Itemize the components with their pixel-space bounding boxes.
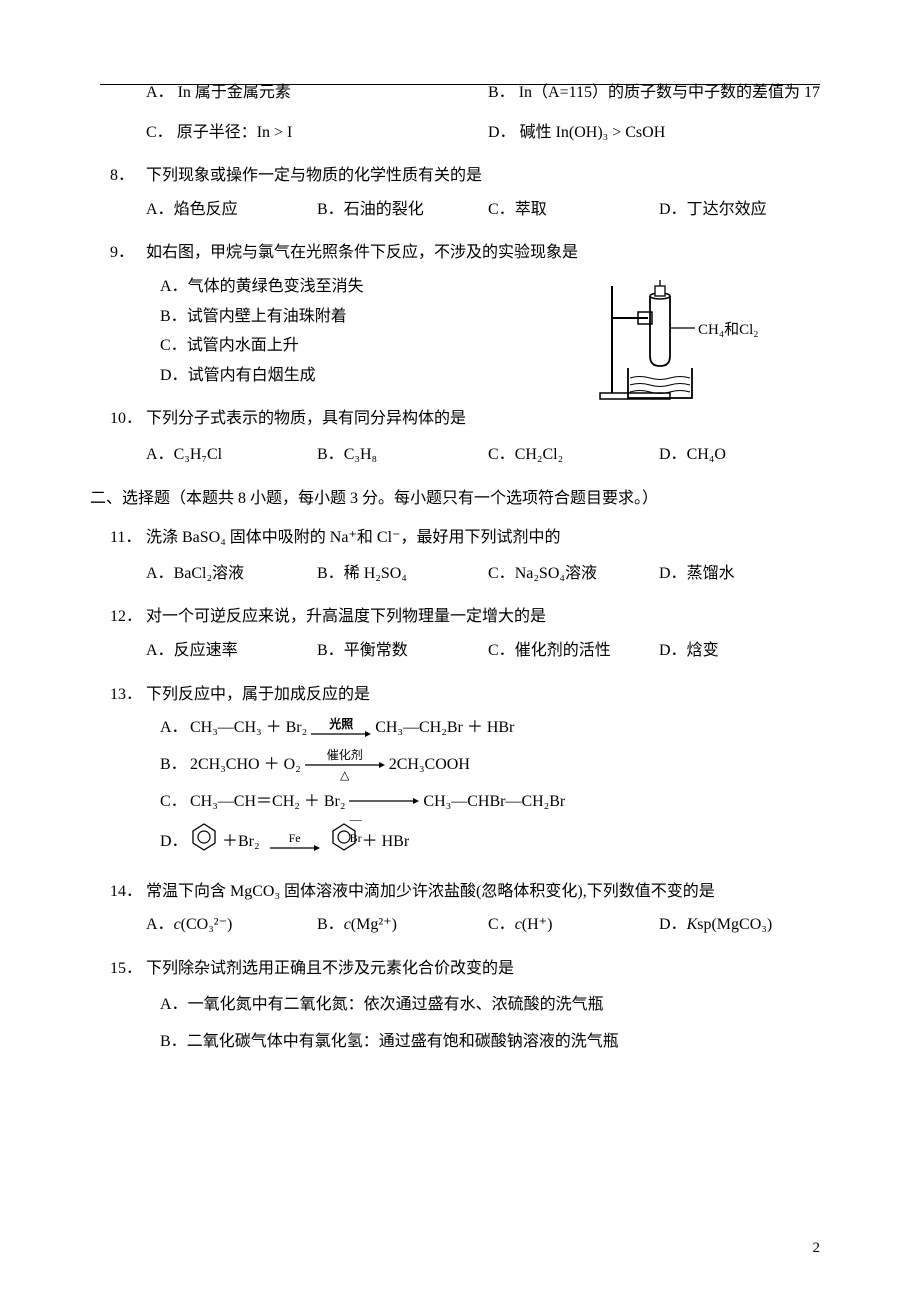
q12-opt-a: A．反应速率 (146, 638, 317, 664)
opt-label: B． (488, 84, 515, 101)
q14-opt-c: C．c(H⁺) (488, 912, 659, 938)
q11-opt-c: C．Na₂SO₄溶液 (488, 561, 659, 587)
opt-text: 碱性 In(OH)₃ > CsOH (520, 124, 666, 141)
q14-num: 14． (110, 879, 146, 905)
q8-num: 8． (110, 163, 146, 189)
page-number: 2 (813, 1236, 821, 1260)
q10-text: 下列分子式表示的物质，具有同分异构体的是 (146, 406, 830, 432)
q14-opt-d: D．Ksp(MgCO₃) (659, 912, 830, 938)
q8-opt-c: C．萃取 (488, 197, 659, 223)
opt-text: In 属于金属元素 (178, 84, 291, 101)
rhs: ＋ HBr (362, 829, 410, 855)
q11-num: 11． (110, 525, 146, 551)
opt-text: 原子半径：In > I (177, 124, 293, 141)
q13-opt-d: D． ＋Br₂ Fe —Br ＋ HBr (110, 822, 830, 861)
q11-opt-a: A．BaCl₂溶液 (146, 561, 317, 587)
q15-num: 15． (110, 956, 146, 982)
q13-num: 13． (110, 682, 146, 708)
q14: 14． 常温下向含 MgCO₃ 固体溶液中滴加少许浓盐酸(忽略体积变化),下列数… (110, 879, 830, 938)
q12-num: 12． (110, 604, 146, 630)
q8-opt-b: B．石油的裂化 (317, 197, 488, 223)
opt-label: D． (488, 124, 516, 141)
q14-opt-a: A．c(CO₃²⁻) (146, 912, 317, 938)
q13: 13． 下列反应中，属于加成反应的是 A． CH₃—CH₃ ＋ Br₂ 光照 C… (110, 682, 830, 861)
q15-opt-b: B．二氧化碳气体中有氯化氢：通过盛有饱和碳酸钠溶液的洗气瓶 (160, 1029, 830, 1055)
opt-text: In（A=115）的质子数与中子数的差值为 17 (519, 84, 820, 101)
q7-continued: A． In 属于金属元素 B． In（A=115）的质子数与中子数的差值为 17… (110, 80, 830, 145)
opt-label: C． (146, 124, 173, 141)
q11-opt-b: B．稀 H₂SO₄ (317, 561, 488, 587)
q13-opt-a: A． CH₃—CH₃ ＋ Br₂ 光照 CH₃—CH₂Br ＋ HBr (110, 715, 830, 741)
q14-opt-b: B．c(Mg²⁺) (317, 912, 488, 938)
q11: 11． 洗涤 BaSO₄ 固体中吸附的 Na⁺和 Cl⁻，最好用下列试剂中的 A… (110, 525, 830, 586)
q9-text: 如右图，甲烷与氯气在光照条件下反应，不涉及的实验现象是 (146, 240, 830, 266)
q12: 12． 对一个可逆反应来说，升高温度下列物理量一定增大的是 A．反应速率 B．平… (110, 604, 830, 663)
q12-text: 对一个可逆反应来说，升高温度下列物理量一定增大的是 (146, 604, 830, 630)
q10-opt-a: A．C₃H₇Cl (146, 442, 317, 468)
rhs: 2CH₃COOH (389, 752, 470, 778)
lhs: CH₃—CH＝CH₂ ＋ Br₂ (190, 789, 345, 815)
q12-opt-b: B．平衡常数 (317, 638, 488, 664)
reaction-arrow-icon: Fe (270, 832, 320, 852)
q10-num: 10． (110, 406, 146, 432)
q12-opt-d: D．焓变 (659, 638, 830, 664)
q10: 10． 下列分子式表示的物质，具有同分异构体的是 A．C₃H₇Cl B．C₃H₈… (110, 406, 830, 467)
q13-opt-b: B． 2CH₃CHO ＋ O₂ 催化剂 △ 2CH₃COOH (110, 749, 830, 781)
rhs: CH₃—CH₂Br ＋ HBr (375, 715, 514, 741)
apparatus-svg-icon (590, 278, 770, 408)
reaction-arrow-icon (349, 797, 419, 805)
q10-opt-d: D．CH₄O (659, 442, 830, 468)
q9-num: 9． (110, 240, 146, 266)
q10-opt-b: B．C₃H₈ (317, 442, 488, 468)
q15-text: 下列除杂试剂选用正确且不涉及元素化合价改变的是 (146, 956, 830, 982)
top-rule (100, 84, 820, 85)
q11-text: 洗涤 BaSO₄ 固体中吸附的 Na⁺和 Cl⁻，最好用下列试剂中的 (146, 525, 830, 551)
q8-opt-d: D．丁达尔效应 (659, 197, 830, 223)
benzene-br-icon: —Br (330, 822, 358, 861)
q15-opt-a: A．一氧化氮中有二氧化氮：依次通过盛有水、浓硫酸的洗气瓶 (160, 992, 830, 1018)
q14-text: 常温下向含 MgCO₃ 固体溶液中滴加少许浓盐酸(忽略体积变化),下列数值不变的… (146, 879, 830, 905)
q12-opt-c: C．催化剂的活性 (488, 638, 659, 664)
q13-text: 下列反应中，属于加成反应的是 (146, 682, 830, 708)
q7-opt-d: D． 碱性 In(OH)₃ > CsOH (488, 120, 830, 146)
q13-opt-c: C． CH₃—CH＝CH₂ ＋ Br₂ CH₃—CHBr—CH₂Br (110, 789, 830, 815)
mid: ＋Br₂ (222, 829, 260, 855)
q8-text: 下列现象或操作一定与物质的化学性质有关的是 (146, 163, 830, 189)
rhs: CH₃—CHBr—CH₂Br (423, 789, 565, 815)
reaction-arrow-icon: 催化剂 △ (305, 749, 385, 781)
section-2-header: 二、选择题（本题共 8 小题，每小题 3 分。每小题只有一个选项符合题目要求。） (90, 486, 830, 512)
lhs: CH₃—CH₃ ＋ Br₂ (190, 715, 307, 741)
q9-apparatus-diagram: CH₄和Cl₂ (590, 278, 770, 408)
q7-opt-c: C． 原子半径：In > I (146, 120, 488, 146)
benzene-ring-icon (190, 822, 218, 861)
q11-opt-d: D．蒸馏水 (659, 561, 830, 587)
lhs: 2CH₃CHO ＋ O₂ (190, 752, 301, 778)
q15: 15． 下列除杂试剂选用正确且不涉及元素化合价改变的是 A．一氧化氮中有二氧化氮… (110, 956, 830, 1055)
q8-opt-a: A．焰色反应 (146, 197, 317, 223)
q8: 8． 下列现象或操作一定与物质的化学性质有关的是 A．焰色反应 B．石油的裂化 … (110, 163, 830, 222)
q10-opt-c: C．CH₂Cl₂ (488, 442, 659, 468)
opt-label: A． (146, 84, 174, 101)
reaction-arrow-icon: 光照 (311, 718, 371, 738)
page-body: A． In 属于金属元素 B． In（A=115）的质子数与中子数的差值为 17… (0, 0, 920, 1113)
diagram-label: CH₄和Cl₂ (698, 318, 758, 342)
